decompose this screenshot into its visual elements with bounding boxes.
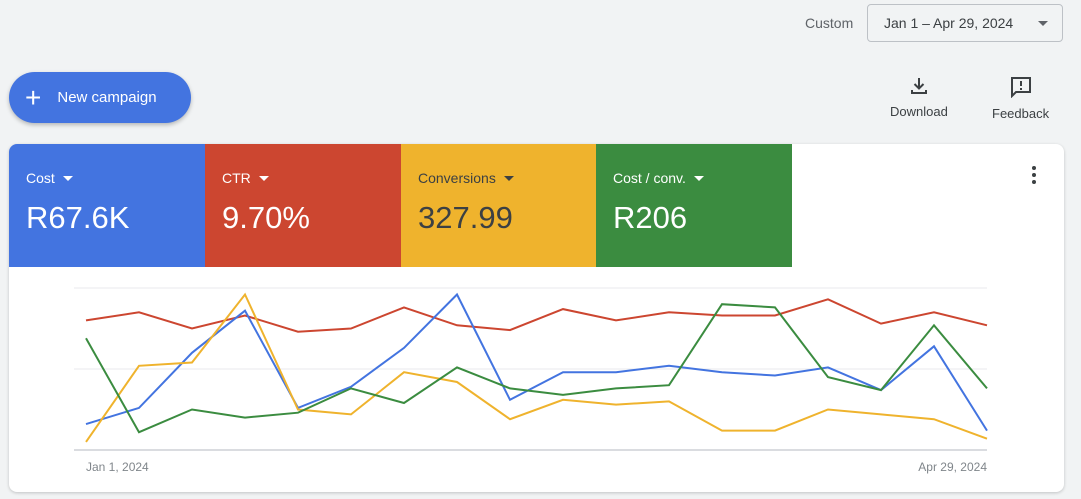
- metric-label: CTR: [222, 170, 251, 186]
- download-label: Download: [890, 104, 948, 119]
- date-range-type-label: Custom: [805, 15, 854, 31]
- performance-card: Cost R67.6K CTR 9.70% Conversions 327.99…: [9, 144, 1064, 492]
- chevron-down-icon: [1038, 21, 1048, 26]
- more-options-icon[interactable]: [1032, 166, 1036, 184]
- feedback-icon: [1010, 77, 1031, 98]
- metric-cost-per-conversion[interactable]: Cost / conv. R206: [596, 144, 792, 267]
- plus-icon: +: [25, 81, 42, 113]
- dropdown-arrow-icon[interactable]: [693, 175, 704, 181]
- metric-conversions[interactable]: Conversions 327.99: [401, 144, 597, 267]
- x-axis-start-label: Jan 1, 2024: [86, 460, 149, 474]
- series-line-ctr: [85, 298, 988, 333]
- date-range-select[interactable]: Jan 1 – Apr 29, 2024: [867, 4, 1063, 42]
- metric-value: 9.70%: [222, 200, 310, 235]
- x-axis-end-label: Apr 29, 2024: [918, 460, 987, 474]
- dropdown-arrow-icon[interactable]: [258, 175, 269, 181]
- metric-ctr[interactable]: CTR 9.70%: [205, 144, 401, 267]
- date-range-value: Jan 1 – Apr 29, 2024: [884, 15, 1014, 31]
- series-line-conversions: [85, 292, 988, 443]
- metric-value: R67.6K: [26, 200, 130, 235]
- dropdown-arrow-icon[interactable]: [503, 175, 514, 181]
- series-line-cost: [85, 292, 988, 432]
- dropdown-arrow-icon[interactable]: [62, 175, 73, 181]
- performance-chart: Jan 1, 2024 Apr 29, 2024: [74, 287, 988, 474]
- download-icon: [910, 78, 927, 94]
- metric-value: R206: [613, 200, 688, 235]
- feedback-label: Feedback: [992, 106, 1050, 121]
- feedback-button[interactable]: Feedback: [992, 76, 1049, 121]
- metric-label: Cost / conv.: [613, 170, 686, 186]
- new-campaign-label: New campaign: [57, 89, 157, 106]
- metric-value: 327.99: [418, 200, 513, 235]
- metric-cost[interactable]: Cost R67.6K: [9, 144, 205, 267]
- metric-label: Conversions: [418, 170, 496, 186]
- metric-label: Cost: [26, 170, 55, 186]
- new-campaign-button[interactable]: + New campaign: [9, 72, 191, 123]
- series-line-cost-conv-: [85, 303, 988, 434]
- download-button[interactable]: Download: [890, 76, 948, 119]
